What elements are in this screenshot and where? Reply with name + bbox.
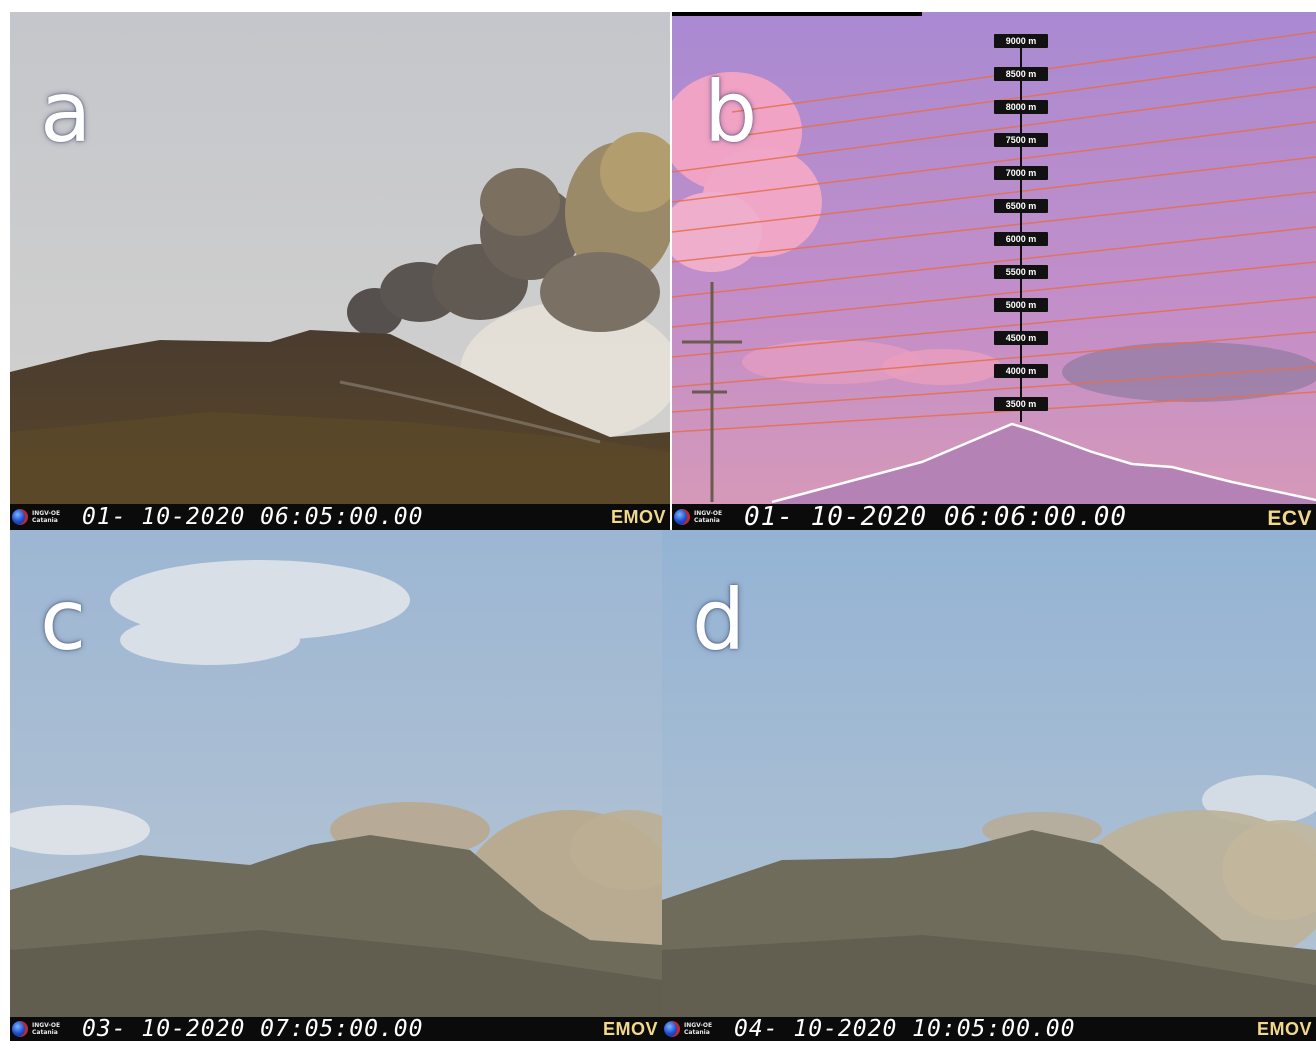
timestamp-bar-d: INGV-OE Catania 04- 10-2020 10:05:00.00 …	[662, 1016, 1316, 1041]
logo-text: INGV-OE Catania	[694, 510, 723, 524]
logo-text: INGV-OE Catania	[32, 1022, 61, 1036]
timestamp-a: 01- 10-2020 06:05:00.00	[82, 504, 424, 530]
camera-id-d: EMOV	[1256, 1019, 1312, 1039]
eruption-scene-b	[672, 12, 1316, 530]
panel-label-b: b	[704, 63, 758, 161]
altitude-tick: 6000 m	[994, 232, 1048, 246]
altitude-tick: 5500 m	[994, 265, 1048, 279]
photo-panel-a: a INGV-OE Catania 01- 10-2020 06:05:00.0…	[10, 12, 670, 530]
altitude-tick: 8500 m	[994, 67, 1048, 81]
antenna	[682, 282, 742, 502]
panel-label-a: a	[40, 63, 92, 161]
mountain-outline	[771, 422, 1316, 504]
camera-id-a: EMOV	[610, 507, 666, 527]
timestamp-b: 01- 10-2020 06:06:00.00	[744, 502, 1128, 530]
camera-id-b: ECV	[1267, 507, 1312, 530]
timestamp-bar-a: INGV-OE Catania 01- 10-2020 06:05:00.00 …	[10, 504, 670, 530]
panel-label-c: c	[40, 571, 87, 669]
altitude-tick: 9000 m	[994, 34, 1048, 48]
altitude-scale: 9000 m 8500 m 8000 m 7500 m 7000 m 6500 …	[994, 12, 1050, 432]
altitude-tick: 4500 m	[994, 331, 1048, 345]
photo-panel-c: c INGV-OE Catania 03- 10-2020 07:05:00.0…	[10, 530, 662, 1041]
pink-cloud-b	[672, 72, 1002, 385]
panel-label-d: d	[692, 571, 746, 669]
logo-text: INGV-OE Catania	[684, 1022, 713, 1036]
altitude-tick: 5000 m	[994, 298, 1048, 312]
altitude-tick: 6500 m	[994, 199, 1048, 213]
clouds-c	[10, 560, 410, 855]
timestamp-c: 03- 10-2020 07:05:00.00	[82, 1016, 424, 1041]
ingv-logo-icon	[12, 509, 28, 525]
ingv-logo-icon	[664, 1021, 680, 1037]
photo-panel-d: d INGV-OE Catania 04- 10-2020 10:05:00.0…	[662, 530, 1316, 1041]
altitude-lines	[672, 31, 1316, 433]
altitude-tick: 8000 m	[994, 100, 1048, 114]
timestamp-bar-c: INGV-OE Catania 03- 10-2020 07:05:00.00 …	[10, 1016, 662, 1041]
timestamp-bar-b: INGV-OE Catania 01- 10-2020 06:06:00.00 …	[672, 502, 1316, 530]
eruption-scene-a	[10, 12, 670, 530]
altitude-tick: 7000 m	[994, 166, 1048, 180]
ingv-logo-icon	[674, 509, 690, 525]
eruption-scene-d	[662, 530, 1316, 1041]
logo-text: INGV-OE Catania	[32, 510, 61, 524]
altitude-tick: 4000 m	[994, 364, 1048, 378]
eruption-scene-c	[10, 530, 662, 1041]
timestamp-d: 04- 10-2020 10:05:00.00	[734, 1016, 1076, 1041]
ingv-logo-icon	[12, 1021, 28, 1037]
camera-id-c: EMOV	[602, 1019, 658, 1039]
altitude-tick: 7500 m	[994, 133, 1048, 147]
ash-plume-a	[347, 132, 670, 336]
altitude-tick: 3500 m	[994, 397, 1048, 411]
photo-panel-b: 9000 m 8500 m 8000 m 7500 m 7000 m 6500 …	[672, 12, 1316, 530]
